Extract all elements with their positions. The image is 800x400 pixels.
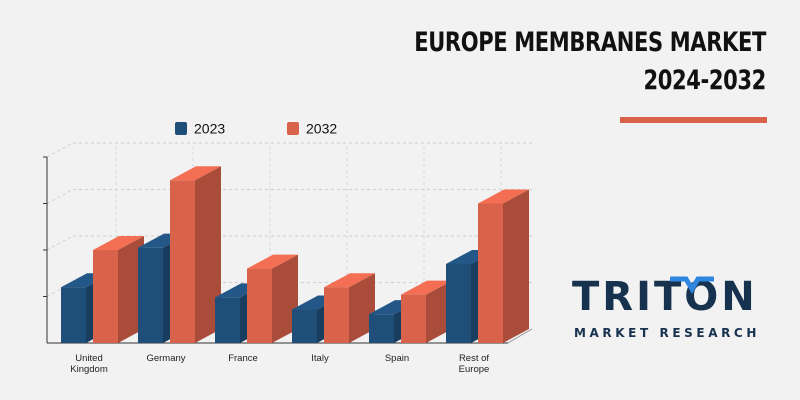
legend-label-2023: 2023 — [194, 121, 225, 137]
bar-side-2032 — [195, 166, 221, 343]
bar-2032-rest-of-europe — [478, 203, 503, 343]
title-line-1: EUROPE MEMBRANES MARKET — [414, 27, 766, 58]
bar-2023-rest-of-europe — [446, 263, 471, 343]
x-tick-label: United Kingdom — [70, 353, 108, 375]
gridline-depth — [46, 235, 74, 251]
triton-logo: TRITON MARKET RESEARCH — [572, 275, 762, 350]
bar-side-2032 — [272, 254, 298, 343]
bar-side-2032 — [503, 189, 529, 343]
bar-top-2032 — [170, 166, 221, 181]
bar-2023-france — [215, 297, 240, 343]
bar-top-2032 — [93, 236, 144, 250]
bar-top-2032 — [324, 273, 375, 288]
bar-side-2032 — [426, 280, 452, 343]
gridline-depth — [46, 142, 74, 158]
legend-swatch-2032 — [287, 122, 299, 135]
logo-tagline: MARKET RESEARCH — [574, 326, 760, 340]
x-axis-depth — [507, 328, 533, 344]
bar-2023-germany — [138, 247, 163, 343]
bar-2032-spain — [401, 294, 426, 343]
bar-2032-france — [247, 268, 272, 343]
x-tick-label: Rest of Europe — [459, 353, 490, 375]
bar-2023-spain — [369, 314, 394, 343]
x-tick-label: Italy — [311, 353, 329, 364]
legend-swatch-2023 — [175, 122, 187, 135]
bar-top-2032 — [401, 280, 452, 295]
title-line-2: 2024-2032 — [643, 65, 767, 96]
x-tick-label: France — [228, 353, 258, 364]
bar-side-2032 — [118, 236, 144, 343]
logo-wordmark: TRITON — [572, 274, 758, 320]
bar-top-2032 — [478, 189, 529, 204]
bar-top-2032 — [247, 254, 298, 269]
bar-2032-germany — [170, 180, 195, 343]
bar-2023-united-kingdom — [61, 287, 86, 343]
bar-2032-united-kingdom — [93, 250, 118, 343]
bar-side-2032 — [349, 273, 375, 343]
bar-2023-italy — [292, 309, 317, 343]
page-title: EUROPE MEMBRANES MARKET 2024-2032 — [414, 24, 766, 100]
x-tick-label: Spain — [385, 353, 409, 364]
bar-2032-italy — [324, 287, 349, 343]
legend-label-2032: 2032 — [306, 121, 337, 137]
title-accent-bar — [620, 117, 767, 123]
gridline-depth — [46, 189, 74, 204]
logo-accent-icon — [670, 276, 714, 294]
x-tick-label: Germany — [146, 353, 185, 364]
